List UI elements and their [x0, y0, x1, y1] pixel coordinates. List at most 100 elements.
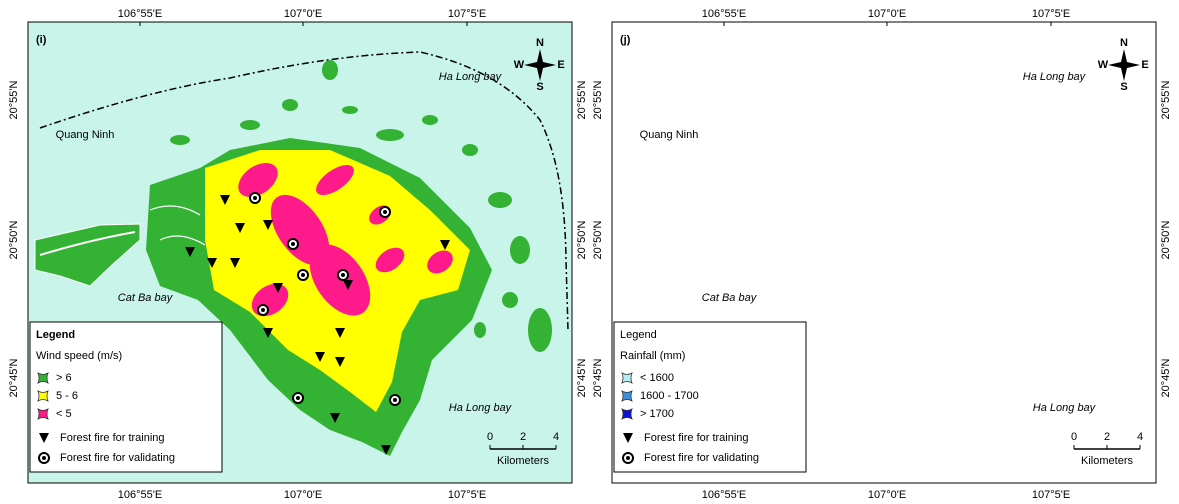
fire-validating [974, 395, 984, 405]
legend-class: < 1600 [640, 372, 674, 384]
lat-label: 20°55'N [592, 80, 604, 119]
fire-training [804, 195, 814, 205]
fire-training [919, 357, 929, 367]
fire-training [847, 328, 857, 338]
legend-class: 1600 - 1700 [640, 390, 699, 402]
islet [866, 99, 882, 111]
scale-label: 0 [1071, 431, 1077, 443]
scale-unit: Kilometers [1081, 455, 1133, 467]
lon-label: 107°5'E [448, 8, 486, 20]
lat-label: 20°45'N [1160, 358, 1172, 397]
legend-title: Legend [620, 329, 657, 341]
fire-validating-dot [301, 273, 305, 277]
scale-unit: Kilometers [497, 455, 549, 467]
islet [502, 292, 518, 308]
compass-letter: N [1120, 37, 1128, 49]
lon-label: 106°55'E [702, 489, 746, 501]
islet [376, 129, 404, 141]
legend-point: Forest fire for training [60, 432, 165, 444]
islet [926, 106, 942, 114]
scale-label: 0 [487, 431, 493, 443]
fire-validating-dot [837, 196, 841, 200]
zone-patch [830, 277, 879, 323]
islet [1094, 236, 1114, 264]
fire-training [1024, 240, 1034, 250]
islet [342, 106, 358, 114]
islet [240, 120, 260, 130]
legend-swatch [38, 391, 48, 401]
place-name: Ha Long bay [439, 71, 503, 83]
scale-label: 2 [1104, 431, 1110, 443]
place-name: Quang Ninh [640, 129, 699, 141]
islet [1033, 289, 1045, 301]
legend-validating-dot [42, 456, 46, 460]
lon-label: 107°5'E [1032, 8, 1070, 20]
fire-validating-dot [925, 273, 929, 277]
fire-validating-dot [967, 210, 971, 214]
fire-validating [964, 207, 974, 217]
fire-validating [842, 305, 852, 315]
islet [488, 192, 512, 208]
place-name: Quang Ninh [56, 129, 115, 141]
fire-validating-dot [977, 398, 981, 402]
compass-letter: S [1120, 81, 1127, 93]
islet [1006, 115, 1022, 125]
place-name: Ha Long bay [449, 402, 513, 414]
fire-validating-dot [296, 396, 300, 400]
lon-label: 106°55'E [118, 489, 162, 501]
lat-label: 20°45'N [592, 358, 604, 397]
fire-validating-dot [845, 308, 849, 312]
zone-patch [950, 202, 979, 229]
fire-training [919, 328, 929, 338]
lon-label: 107°0'E [868, 489, 906, 501]
islet [422, 115, 438, 125]
islet [960, 129, 988, 141]
fire-validating [877, 393, 887, 403]
fire-validating-dot [291, 242, 295, 246]
fire-validating-dot [880, 396, 884, 400]
zone-patch [816, 156, 868, 204]
fire-training [791, 258, 801, 268]
channel [734, 206, 789, 245]
lat-label: 20°55'N [8, 80, 20, 119]
islet [170, 135, 190, 145]
fire-validating-dot [885, 273, 889, 277]
legend-validating-dot [626, 456, 630, 460]
scale-label: 4 [553, 431, 559, 443]
fire-validating-dot [261, 308, 265, 312]
fire-validating-dot [253, 196, 257, 200]
panel-label: (j) [620, 34, 631, 46]
fire-training [819, 223, 829, 233]
islet [1046, 144, 1062, 156]
place-name: Ha Long bay [1023, 71, 1087, 83]
legend-class: > 6 [56, 372, 72, 384]
islet [1086, 292, 1102, 308]
place-name: Cat Ba bay [118, 292, 174, 304]
fire-training [857, 283, 867, 293]
islet [282, 99, 298, 111]
compass-letter: W [1098, 59, 1109, 71]
scale-label: 4 [1137, 431, 1143, 443]
lon-label: 107°0'E [868, 8, 906, 20]
fire-training [814, 258, 824, 268]
lat-label: 20°50'N [8, 220, 20, 259]
lon-label: 107°0'E [284, 489, 322, 501]
lon-label: 107°5'E [448, 489, 486, 501]
lon-label: 106°55'E [118, 8, 162, 20]
fire-training [914, 413, 924, 423]
legend-point: Forest fire for validating [644, 452, 759, 464]
islet [474, 322, 486, 338]
panel-label: (i) [36, 34, 47, 46]
fire-validating-dot [383, 210, 387, 214]
legend-class: < 5 [56, 408, 72, 420]
zone [789, 150, 1054, 412]
fire-validating-dot [875, 242, 879, 246]
zone-patch [955, 243, 993, 278]
islet [1112, 308, 1136, 352]
legend-swatch [622, 409, 632, 419]
fire-training [965, 445, 975, 455]
figure: (i) 106°55'E 106°55'E 107°0'E 107°0'E 107°5'E… [0, 0, 1179, 504]
scale-label: 2 [520, 431, 526, 443]
islet [824, 120, 844, 130]
compass-letter: E [1141, 59, 1148, 71]
